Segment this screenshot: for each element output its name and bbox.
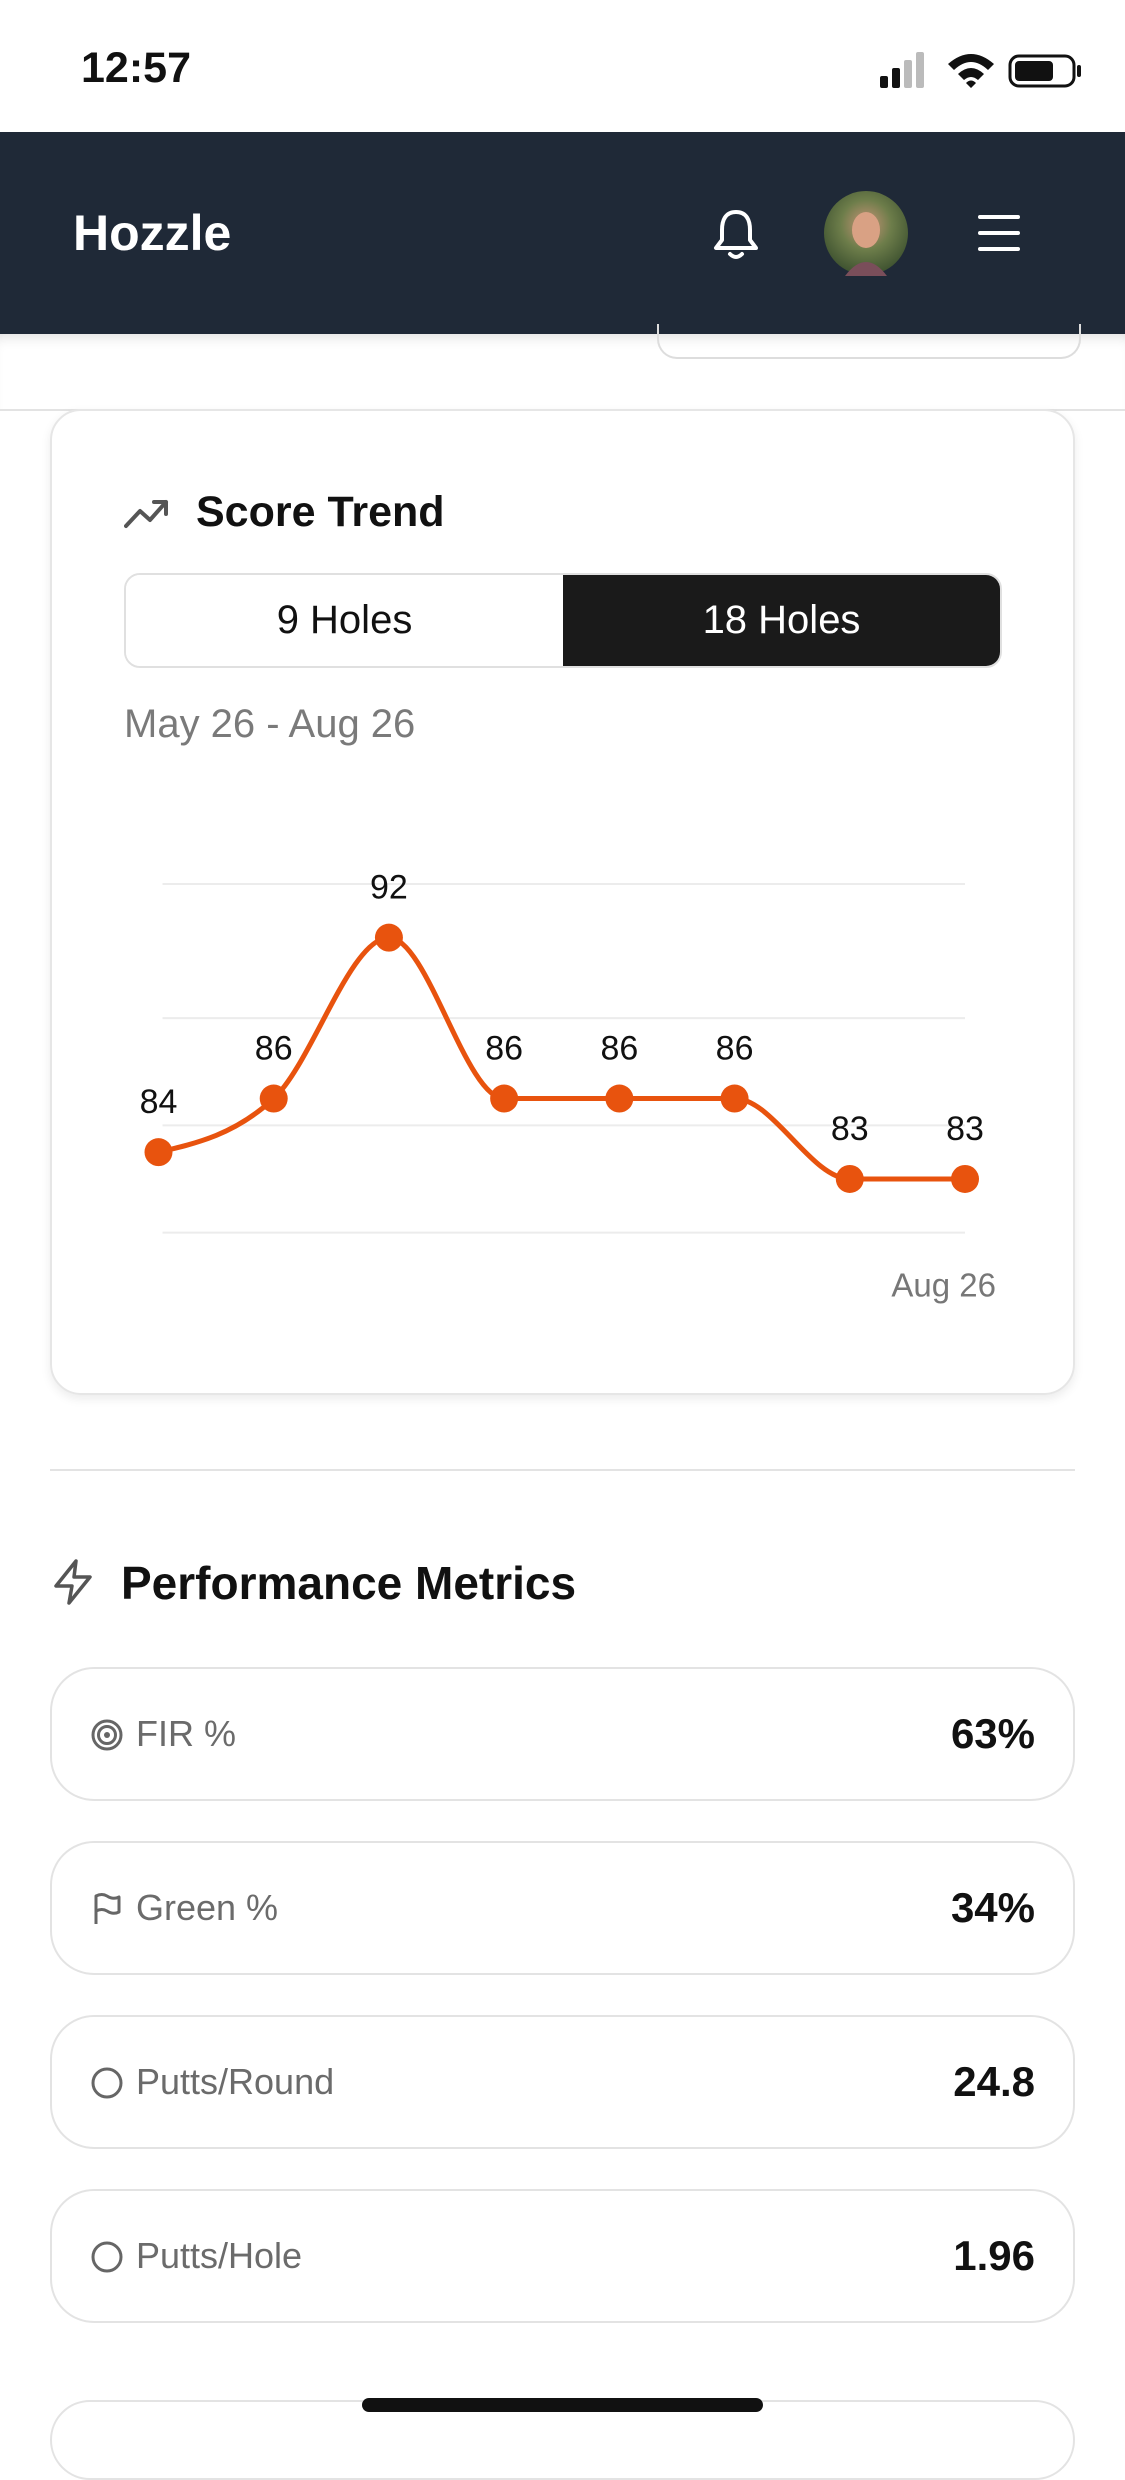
data-label: 86 [485, 1030, 523, 1068]
date-range: May 26 - Aug 26 [124, 702, 416, 746]
point [835, 1164, 864, 1193]
point [605, 1084, 634, 1113]
menu-icon[interactable] [978, 214, 1020, 252]
tab[interactable]: 9 Holes [126, 575, 563, 666]
metric-card[interactable]: Putts/Round 24.8 [50, 2015, 1075, 2149]
app-title[interactable]: Hozzle [73, 205, 232, 261]
point [720, 1084, 749, 1113]
divider [50, 1469, 1075, 1471]
tab-group: 9 Holes 18 Holes [124, 573, 1002, 668]
circle-icon [91, 2241, 123, 2273]
home-indicator [362, 2398, 763, 2412]
metric-card-partial [50, 2400, 1075, 2480]
metric-value: 63% [950, 1710, 1035, 1757]
app-header: Hozzle [0, 132, 1125, 334]
chart: Aug 26 84 86 92 86 86 86 83 83 [140, 869, 996, 1304]
metric-label: Green % [136, 1887, 279, 1928]
flag-icon [94, 1893, 121, 1924]
metric-label: FIR % [136, 1713, 237, 1754]
status-icons [880, 52, 1081, 88]
metric-value: 34% [950, 1884, 1035, 1931]
card-title: Score Trend [196, 488, 445, 536]
data-label: 86 [255, 1030, 293, 1068]
metric-value: 24.8 [953, 2058, 1035, 2105]
scrolled-section [0, 324, 1125, 411]
data-label: 86 [716, 1030, 754, 1068]
metric-value: 1.96 [953, 2232, 1035, 2279]
metric-card[interactable]: Putts/Hole 1.96 [50, 2189, 1075, 2323]
data-label: 83 [831, 1110, 869, 1148]
trend-icon [124, 500, 168, 528]
target-icon [91, 1719, 123, 1751]
circle-icon [91, 2067, 123, 2099]
score-trend-card [50, 409, 1075, 1395]
data-label: 84 [140, 1083, 178, 1121]
metric-card[interactable]: Green % 34% [50, 1841, 1075, 1975]
partial-control [657, 324, 1081, 359]
bolt-icon [54, 1559, 92, 1605]
x-tick-label: Aug 26 [891, 1267, 996, 1304]
metric-label: Putts/Round [136, 2061, 335, 2102]
point [259, 1084, 288, 1113]
metric-card[interactable]: FIR % 63% [50, 1667, 1075, 1801]
section-title: Performance Metrics [121, 1557, 577, 1609]
point [374, 923, 403, 952]
data-label: 92 [370, 869, 408, 907]
status-time: 12:57 [81, 44, 191, 92]
bell-icon[interactable] [710, 206, 762, 262]
line [157, 935, 965, 1182]
tab[interactable]: 18 Holes [563, 575, 1000, 666]
point [144, 1138, 173, 1167]
avatar[interactable] [823, 190, 909, 276]
point [951, 1164, 979, 1193]
metric-label: Putts/Hole [136, 2235, 303, 2276]
data-label: 83 [946, 1110, 984, 1148]
point [490, 1084, 519, 1113]
data-label: 86 [600, 1030, 638, 1068]
